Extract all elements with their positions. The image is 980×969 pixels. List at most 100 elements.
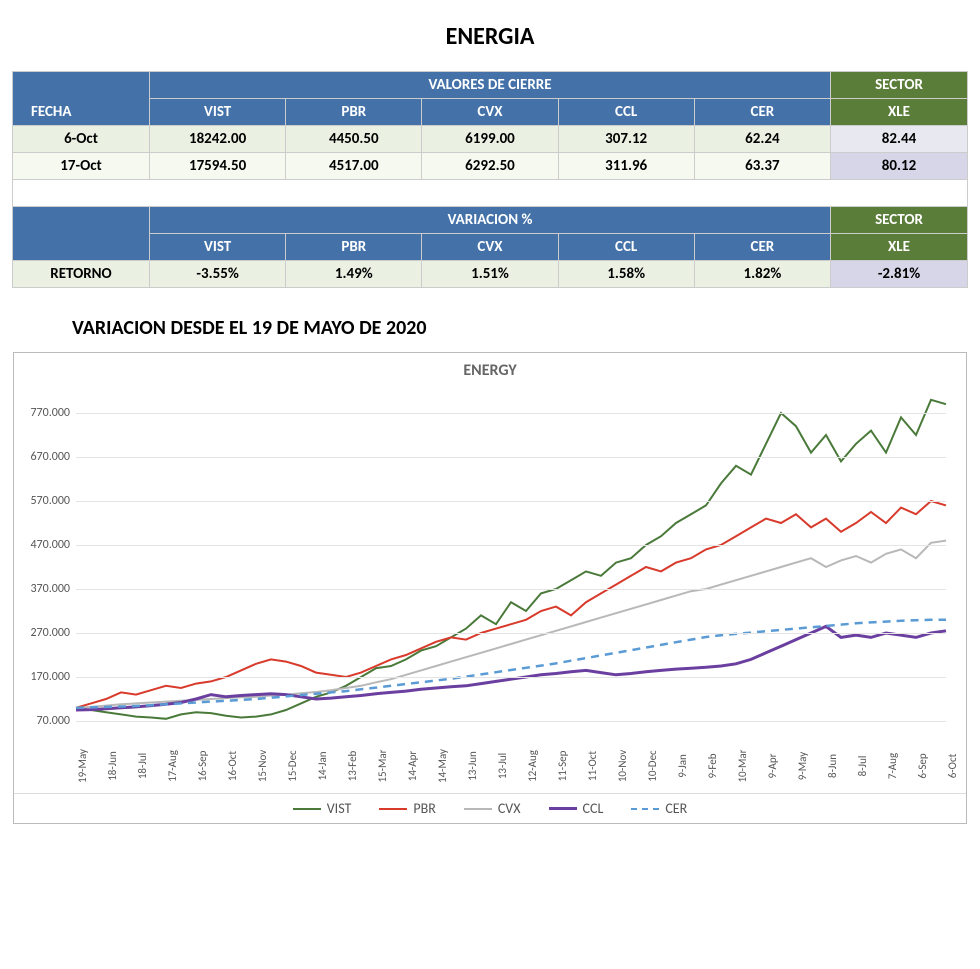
legend-item-pbr: PBR	[379, 800, 435, 817]
table1-col-ccl: CCL	[558, 99, 694, 126]
legend-swatch	[293, 808, 321, 810]
ytick-label: 370.000	[16, 582, 70, 596]
ytick-label: 570.000	[16, 494, 70, 508]
chart-legend: VIST PBR CVX CCL CER	[14, 793, 966, 817]
xtick-label: 9-May	[796, 752, 809, 780]
cell-value: 4517.00	[286, 153, 422, 180]
xtick-label: 10-Nov	[616, 750, 629, 782]
legend-item-ccl: CCL	[549, 800, 604, 817]
table-row: 6-Oct 18242.00 4450.50 6199.00 307.12 62…	[13, 126, 968, 153]
xtick-label: 18-Jul	[136, 753, 149, 779]
table2-col-pbr: PBR	[286, 234, 422, 261]
series-ccl	[76, 626, 946, 710]
legend-item-vist: VIST	[293, 800, 352, 817]
cell-sector: 80.12	[831, 153, 968, 180]
chart-subtitle: VARIACION DESDE EL 19 DE MAYO DE 2020	[72, 316, 968, 340]
table2-sector-header-sub: XLE	[831, 234, 968, 261]
page-title: ENERGIA	[12, 22, 968, 51]
cell-value: -3.55%	[150, 261, 286, 288]
xtick-label: 8-Jul	[856, 756, 869, 777]
xtick-label: 6-Sep	[916, 753, 929, 778]
xtick-label: 13-Feb	[346, 751, 359, 782]
xtick-label: 9-Jan	[676, 754, 689, 778]
table2-sector-header-top: SECTOR	[831, 207, 968, 234]
energy-chart: ENERGY 70.000170.000270.000370.000470.00…	[13, 352, 967, 824]
legend-swatch	[549, 807, 577, 810]
table1-col-fecha: FECHA	[13, 72, 150, 126]
xtick-label: 7-Aug	[886, 753, 899, 779]
table2-col-ccl: CCL	[558, 234, 694, 261]
cell-fecha: 17-Oct	[13, 153, 150, 180]
closing-values-table: FECHA VALORES DE CIERRE SECTOR VIST PBR …	[12, 71, 968, 288]
xtick-label: 11-Oct	[586, 751, 599, 781]
cell-value: 18242.00	[150, 126, 286, 153]
table2-col-cer: CER	[694, 234, 830, 261]
xtick-label: 14-May	[436, 749, 449, 783]
xtick-label: 8-Jun	[826, 754, 839, 778]
legend-label: CER	[665, 800, 687, 817]
ytick-label: 70.000	[16, 714, 70, 728]
xtick-label: 12-Aug	[526, 750, 539, 782]
legend-label: CCL	[583, 800, 604, 817]
ytick-label: 670.000	[16, 450, 70, 464]
table1-group-header: VALORES DE CIERRE	[150, 72, 831, 99]
table1-col-cer: CER	[694, 99, 830, 126]
xtick-label: 15-Mar	[376, 749, 389, 782]
xtick-label: 14-Apr	[406, 751, 419, 782]
ytick-label: 170.000	[16, 670, 70, 684]
legend-swatch	[379, 808, 407, 810]
xtick-label: 10-Dec	[646, 750, 659, 781]
chart-plot-area: 70.000170.000270.000370.000470.000570.00…	[76, 391, 946, 722]
cell-value: 1.82%	[694, 261, 830, 288]
ytick-label: 770.000	[16, 406, 70, 420]
table1-sector-header-top: SECTOR	[831, 72, 968, 99]
xtick-label: 17-Aug	[166, 750, 179, 782]
xtick-label: 13-Jun	[466, 751, 479, 781]
cell-value: 17594.50	[150, 153, 286, 180]
xtick-label: 15-Nov	[256, 750, 269, 782]
cell-value: 4450.50	[286, 126, 422, 153]
legend-swatch	[631, 808, 659, 810]
ytick-label: 270.000	[16, 626, 70, 640]
table1-sector-header-sub: XLE	[831, 99, 968, 126]
cell-value: 1.49%	[286, 261, 422, 288]
cell-value: 311.96	[558, 153, 694, 180]
xtick-label: 11-Sep	[556, 751, 569, 782]
cell-value: 62.24	[694, 126, 830, 153]
chart-title: ENERGY	[14, 353, 966, 380]
cell-value: 307.12	[558, 126, 694, 153]
table-row: RETORNO -3.55% 1.49% 1.51% 1.58% 1.82% -…	[13, 261, 968, 288]
table2-col-vist: VIST	[150, 234, 286, 261]
legend-item-cer: CER	[631, 800, 687, 817]
xtick-label: 18-Jun	[106, 751, 119, 781]
table1-col-vist: VIST	[150, 99, 286, 126]
cell-fecha: 6-Oct	[13, 126, 150, 153]
table2-group-header: VARIACION %	[150, 207, 831, 234]
xtick-label: 19-May	[76, 749, 89, 783]
cell-sector: 82.44	[831, 126, 968, 153]
xtick-label: 16-Oct	[226, 751, 239, 781]
xtick-label: 14-Jan	[316, 751, 329, 780]
legend-swatch	[464, 808, 492, 810]
cell-value: 6292.50	[422, 153, 558, 180]
ytick-label: 470.000	[16, 538, 70, 552]
cell-value: 6199.00	[422, 126, 558, 153]
xtick-label: 13-Jul	[496, 753, 509, 779]
legend-item-cvx: CVX	[464, 800, 521, 817]
xtick-label: 6-Oct	[946, 754, 959, 779]
table2-col-cvx: CVX	[422, 234, 558, 261]
xtick-label: 16-Sep	[196, 751, 209, 782]
cell-value: 63.37	[694, 153, 830, 180]
cell-value: 1.58%	[558, 261, 694, 288]
cell-sector: -2.81%	[831, 261, 968, 288]
legend-label: VIST	[327, 800, 352, 817]
xtick-label: 9-Apr	[766, 754, 779, 779]
table1-col-cvx: CVX	[422, 99, 558, 126]
xtick-label: 10-Mar	[736, 749, 749, 782]
table1-col-pbr: PBR	[286, 99, 422, 126]
cell-retorno-label: RETORNO	[13, 261, 150, 288]
xtick-label: 9-Feb	[706, 753, 719, 778]
cell-value: 1.51%	[422, 261, 558, 288]
table-row: 17-Oct 17594.50 4517.00 6292.50 311.96 6…	[13, 153, 968, 180]
chart-lines-svg	[76, 391, 946, 721]
